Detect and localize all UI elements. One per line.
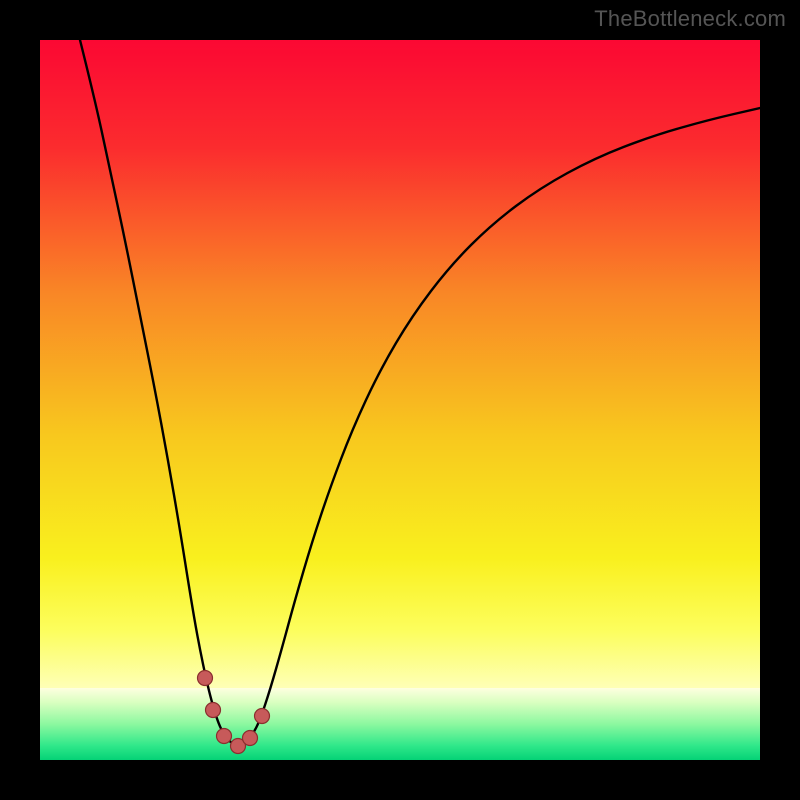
minimum-marker [198, 671, 213, 686]
chart-frame: TheBottleneck.com [0, 0, 800, 800]
minimum-markers-group [198, 671, 270, 754]
chart-svg [40, 40, 760, 760]
minimum-marker [255, 709, 270, 724]
curve-line [80, 40, 760, 745]
minimum-marker [217, 729, 232, 744]
minimum-marker [243, 731, 258, 746]
plot-area [40, 40, 760, 760]
watermark-text: TheBottleneck.com [594, 6, 786, 32]
minimum-marker [206, 703, 221, 718]
